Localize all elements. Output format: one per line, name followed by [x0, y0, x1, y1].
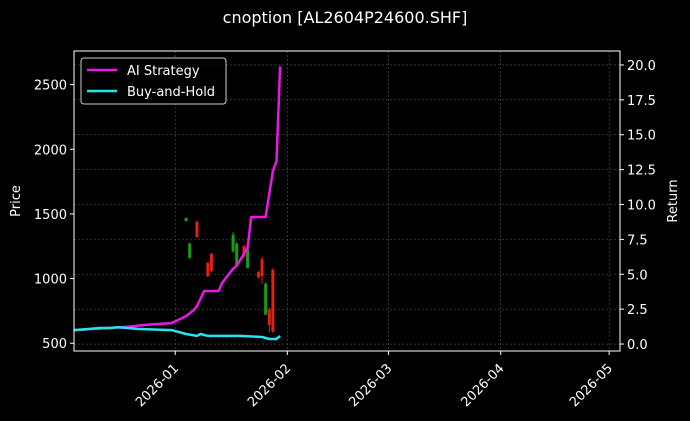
candle-body [188, 243, 192, 258]
y2-tick-label: 17.5 [627, 94, 656, 109]
legend-label: Buy-and-Hold [127, 85, 215, 100]
legend: AI Strategy Buy-and-Hold [80, 57, 227, 105]
buy-and-hold-line [73, 326, 281, 341]
grid-lines [74, 51, 620, 351]
y2-tick-label: 5.0 [627, 268, 648, 283]
y2-tick-label: 20.0 [627, 59, 656, 74]
axes: 2026-01 2026-02 2026-03 2026-04 2026-05 500 10… [9, 59, 681, 410]
candle-body [256, 272, 260, 278]
candle-body [246, 248, 250, 269]
candle-body [206, 263, 210, 276]
candle-body [209, 254, 213, 271]
candle-body [260, 259, 264, 276]
candle-body [195, 221, 199, 238]
legend-label: AI Strategy [127, 64, 200, 79]
y2-tick-label: 10.0 [627, 198, 656, 213]
x-tick-label: 2026-02 [245, 361, 294, 410]
candle-body [267, 309, 271, 326]
candle-body [271, 269, 275, 332]
y-tick-label: 1000 [34, 273, 67, 288]
legend-box [80, 57, 227, 105]
candle-body [184, 217, 188, 222]
candle-body [264, 283, 268, 315]
y2-tick-label: 2.5 [627, 303, 648, 318]
y-tick-label: 1500 [34, 208, 67, 223]
x-tick-label: 2026-01 [133, 361, 182, 410]
series-lines [73, 66, 282, 341]
candle-body [235, 243, 239, 266]
y2-tick-label: 15.0 [627, 129, 656, 144]
x-tick-label: 2026-05 [567, 361, 616, 410]
y2-tick-label: 12.5 [627, 164, 656, 179]
y2-axis-label: Return [666, 179, 681, 222]
y2-tick-label: 7.5 [627, 233, 648, 248]
chart-title: cnoption [AL2604P24600.SHF] [222, 8, 468, 27]
y2-tick-label: 0.0 [627, 338, 648, 353]
ai-strategy-line [73, 66, 282, 332]
y-tick-label: 2500 [34, 79, 67, 94]
candlesticks [184, 217, 275, 333]
candle-body [231, 234, 235, 252]
x-tick-label: 2026-04 [458, 361, 507, 410]
y-tick-label: 2000 [34, 143, 67, 158]
y-tick-label: 500 [42, 337, 67, 352]
x-tick-label: 2026-03 [346, 361, 395, 410]
y-axis-label: Price [9, 185, 24, 217]
plot-frame [73, 50, 621, 352]
